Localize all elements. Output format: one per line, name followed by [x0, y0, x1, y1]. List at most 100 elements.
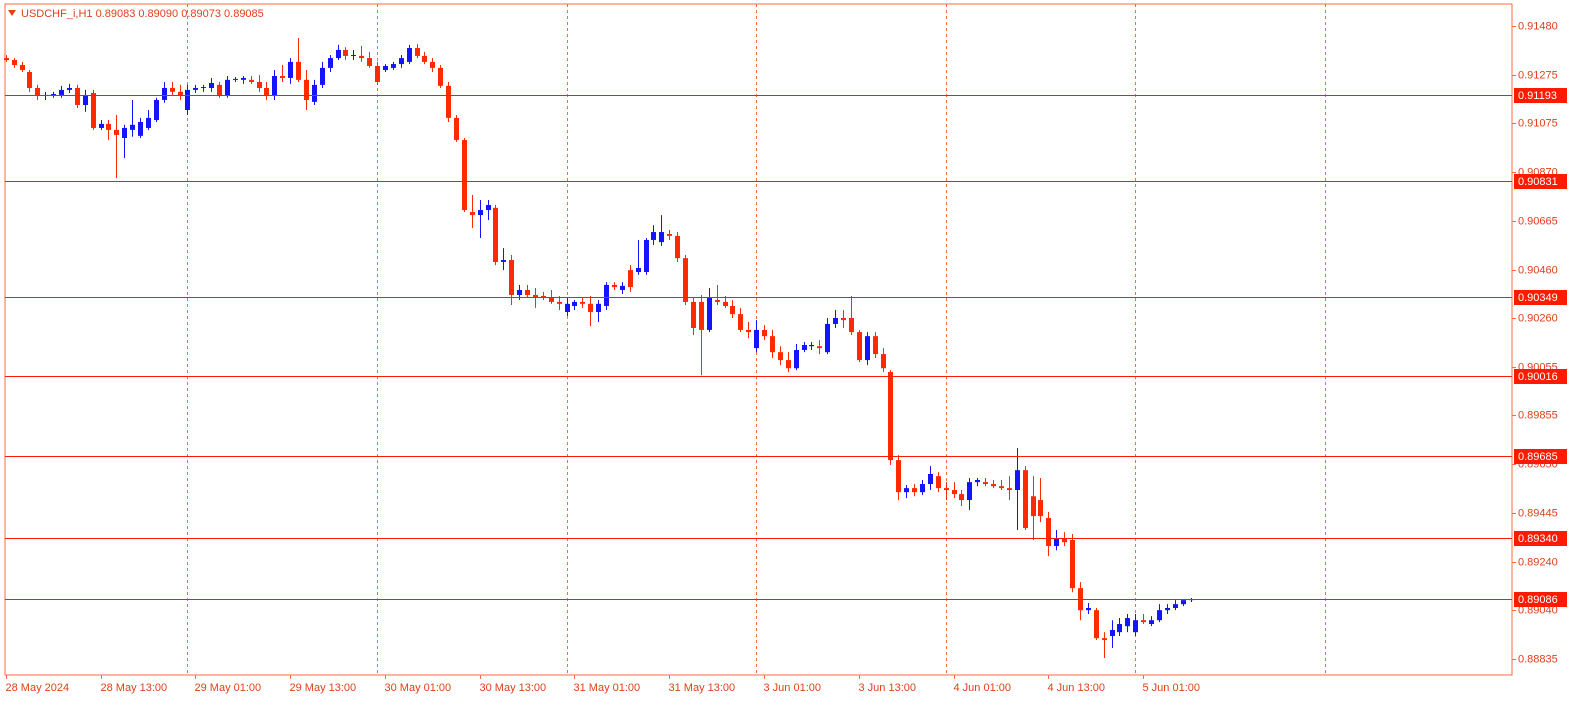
level-box — [1514, 531, 1567, 546]
candle-body — [904, 488, 909, 493]
candle-body — [178, 91, 183, 96]
candle-body — [754, 329, 759, 349]
candle-body — [486, 205, 491, 211]
menu-triangle[interactable] — [8, 10, 16, 16]
candle-body — [249, 79, 254, 83]
candle-body — [383, 65, 388, 71]
level-label: 0.90831 — [1518, 176, 1558, 188]
level-box — [1514, 449, 1567, 464]
y-tick-label: 0.91480 — [1518, 20, 1558, 32]
candle-body — [952, 490, 957, 495]
candle-body — [1054, 538, 1059, 547]
candle-body — [138, 121, 143, 136]
x-tick-label: 28 May 13:00 — [101, 682, 168, 694]
candle-body — [802, 345, 807, 351]
candle-body — [849, 317, 854, 333]
candle-body — [1133, 620, 1138, 633]
candle-body — [336, 49, 341, 59]
level-box — [1514, 290, 1567, 305]
candle-body — [1149, 620, 1154, 625]
y-tick-label: 0.90260 — [1518, 312, 1558, 324]
candle-body — [241, 77, 246, 80]
candle-body — [1007, 488, 1012, 491]
candle-body — [533, 294, 538, 298]
candle-body — [1046, 518, 1051, 547]
candle-body — [399, 58, 404, 65]
candle-body — [454, 117, 459, 140]
candle-body — [438, 67, 443, 86]
candle-body — [707, 297, 712, 330]
candle-body — [422, 55, 427, 62]
candle-body — [27, 71, 32, 88]
candle-body — [1070, 540, 1075, 589]
level-box — [1514, 88, 1567, 103]
candle-body — [762, 329, 767, 337]
candle-body — [1023, 470, 1028, 529]
candle-body — [644, 239, 649, 273]
y-tick-label: 0.88835 — [1518, 653, 1558, 665]
y-tick-label: 0.89445 — [1518, 507, 1558, 519]
candle-body — [541, 295, 546, 298]
candle-body — [343, 49, 348, 56]
candle-body — [1062, 538, 1067, 543]
candle-body — [193, 87, 198, 90]
y-tick-label: 0.90665 — [1518, 215, 1558, 227]
candle-body — [786, 360, 791, 369]
plot-frame — [4, 3, 1513, 676]
candle-body — [122, 127, 127, 139]
candle-body — [675, 235, 680, 259]
candle-body — [509, 260, 514, 295]
candle-body — [328, 58, 333, 68]
candle-body — [1110, 630, 1115, 636]
candle-body — [912, 488, 917, 493]
candle-body — [651, 232, 656, 240]
candle-body — [841, 317, 846, 321]
candle-body — [1102, 638, 1107, 641]
candle-body — [1165, 607, 1170, 611]
candle-body — [549, 297, 554, 302]
candle-body — [106, 123, 111, 130]
y-tick-label: 0.89240 — [1518, 556, 1558, 568]
candle-body — [312, 84, 317, 102]
candle-body — [264, 87, 269, 96]
x-tick-label: 29 May 01:00 — [195, 682, 262, 694]
candle-body — [944, 488, 949, 491]
candle-body — [896, 460, 901, 493]
candle-body — [415, 48, 420, 56]
candle-body — [983, 482, 988, 485]
candle-body — [375, 65, 380, 83]
candle-body — [746, 329, 751, 333]
candle-body — [999, 486, 1004, 489]
candle-body — [636, 267, 641, 273]
y-tick-label: 0.90460 — [1518, 264, 1558, 276]
level-box — [1514, 174, 1567, 189]
candle-body — [928, 473, 933, 485]
level-label: 0.90016 — [1518, 371, 1558, 383]
candle-body — [770, 336, 775, 353]
candle-body — [667, 233, 672, 236]
candle-body — [865, 336, 870, 361]
candle-body — [1117, 624, 1122, 633]
candle-body — [446, 85, 451, 118]
x-tick-label: 31 May 13:00 — [669, 682, 736, 694]
candle-body — [75, 87, 80, 105]
candle-body — [1015, 470, 1020, 491]
x-tick-label: 30 May 01:00 — [385, 682, 452, 694]
candle-body — [1125, 618, 1130, 627]
candle-body — [715, 300, 720, 302]
candle-body — [99, 123, 104, 128]
candle-body — [35, 87, 40, 96]
candle-body — [1031, 496, 1036, 517]
candle-body — [430, 61, 435, 68]
candle-body — [4, 58, 9, 60]
candle-body — [857, 332, 862, 361]
candle-body — [470, 211, 475, 216]
x-tick-label: 28 May 2024 — [6, 682, 70, 694]
candle-body — [557, 301, 562, 304]
level-box — [1514, 592, 1567, 607]
candle-body — [20, 65, 25, 71]
candle-body — [1173, 604, 1178, 608]
y-tick-label: 0.91275 — [1518, 69, 1558, 81]
candle-body — [170, 87, 175, 92]
